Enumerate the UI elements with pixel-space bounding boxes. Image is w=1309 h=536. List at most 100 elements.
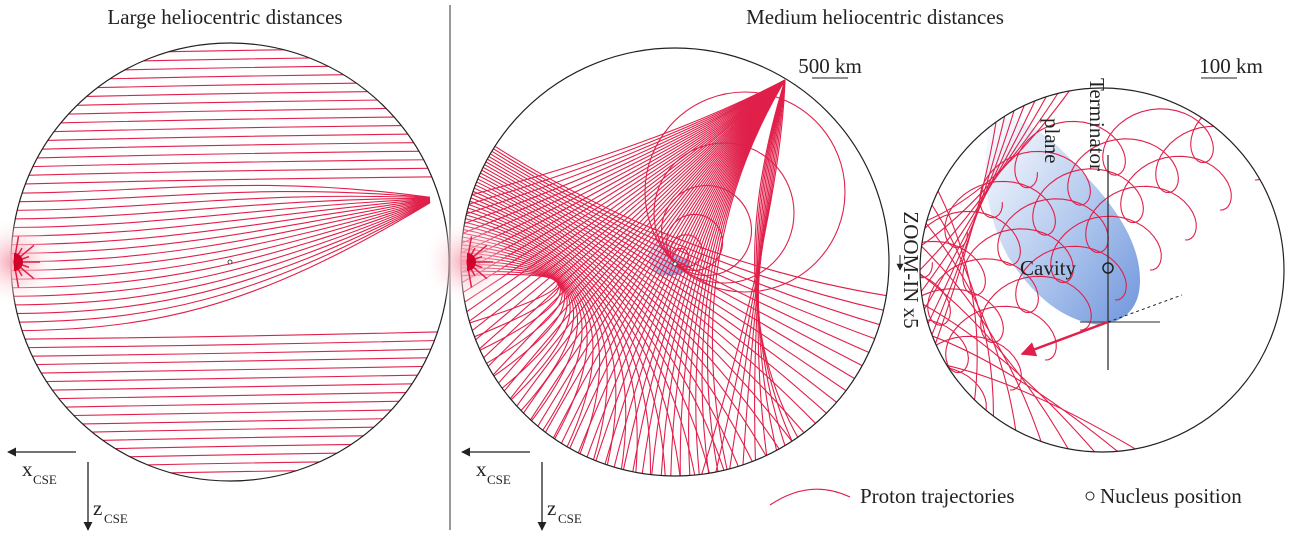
trajectory [461,199,684,476]
legend-label: Nucleus position [1100,484,1242,508]
zoom-label: ZOOM-IN x5 [899,211,923,328]
trajectory [11,184,431,198]
trajectory [486,79,786,412]
trajectory [11,356,449,366]
trajectory [11,199,431,254]
direction-line [1107,294,1183,323]
trajectory [587,79,786,476]
scale-label: 100 km [1199,54,1263,78]
trajectory [11,399,449,409]
trajectory [461,79,786,339]
trajectory [11,107,449,117]
trajectory [11,133,449,143]
trajectory [461,215,627,476]
trajectory [11,55,449,65]
trajectory [979,125,1267,219]
sun [422,217,512,307]
trajectory [577,79,786,476]
trajectory [11,64,449,74]
trajectory [920,89,1051,276]
trajectory [920,239,1051,452]
trajectory-loop [644,91,846,293]
trajectory [11,198,431,229]
trajectory [461,79,786,348]
cavity-label: Cavity [1020,256,1076,280]
trajectory [11,416,449,426]
trajectory [461,79,786,224]
trajectory [461,195,700,476]
trajectory [11,195,431,211]
trajectory [11,150,449,160]
trajectory [461,155,847,432]
trajectory [920,89,1001,401]
trajectory [11,348,449,358]
trajectory [920,185,1197,279]
trajectory [461,151,858,419]
sun [0,217,59,307]
legend-label: Proton trajectories [860,484,1015,508]
trajectory-loop [669,234,703,268]
trajectory [461,207,651,476]
trajectory [11,200,431,280]
trajectory [920,89,1071,226]
cavity [985,118,1140,325]
trajectory [11,425,449,435]
panel-title: Medium heliocentric distances [746,5,1004,29]
legend-marker [1085,491,1095,501]
axis-label: z [93,496,102,520]
trajectory [461,203,667,476]
trajectory [11,434,449,444]
trajectory [461,159,835,443]
trajectory [11,198,431,246]
trajectory [11,365,449,375]
trajectory [11,115,449,125]
trajectory [11,90,449,100]
trajectory [11,201,431,323]
trajectory [461,119,889,301]
trajectory [920,89,1061,251]
trajectory-loop [660,184,753,277]
trajectory [461,123,889,317]
trajectory [461,223,608,476]
trajectory [549,79,786,468]
trajectory [461,131,889,349]
axis-label-sub: CSE [558,511,582,526]
trajectory [461,143,878,393]
trajectory [11,167,449,177]
nucleus [672,261,678,267]
trajectories [461,79,889,476]
trajectory [920,335,1022,429]
trajectory [597,79,786,476]
trajectory [461,167,808,463]
trajectory [754,79,827,476]
axis-label: x [22,457,33,481]
trajectory [461,219,617,476]
legend-line [769,488,851,506]
scale-label: 500 km [798,54,862,78]
trajectory [11,158,449,168]
trajectory [920,359,1171,452]
trajectory [461,147,868,406]
trajectory [755,79,813,476]
axis-label-sub: CSE [104,511,128,526]
panel-title: Large heliocentric distances [107,5,342,29]
terminator-label: plane [1040,118,1064,163]
trajectory [11,200,431,297]
trajectory [11,72,449,82]
trajectory [461,79,786,214]
sun-disc [14,253,23,271]
trajectory [920,329,1141,452]
trajectory [515,79,786,443]
axis-label-sub: CSE [33,472,57,487]
trajectory [463,79,786,377]
field-arrow [1020,320,1109,357]
trajectory-loop [666,213,724,271]
sun-disc [467,253,476,271]
trajectory [11,339,449,349]
axis-label: x [476,457,487,481]
trajectory [920,215,1162,309]
trajectory [11,391,449,401]
trajectory [920,275,1092,369]
trajectory [11,81,449,91]
